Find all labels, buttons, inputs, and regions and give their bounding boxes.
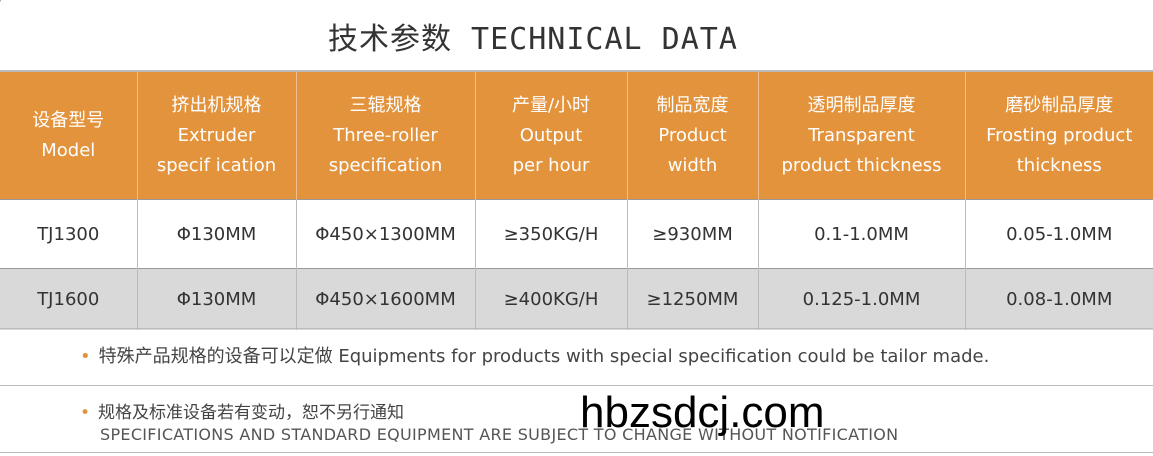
note-text-en: SPECIFICATIONS AND STANDARD EQUIPMENT AR…	[100, 425, 899, 444]
header-line-en1: Extruder	[177, 124, 256, 146]
bullet-icon: •	[80, 403, 91, 423]
table-cell: ≥400KG/H	[474, 268, 627, 330]
table-row: TJ1300 Φ130MM Φ450×1300MM ≥350KG/H ≥930MM 0.1…	[0, 199, 1153, 269]
header-line-en1: Output	[519, 124, 583, 146]
header-line-en2: thickness	[1016, 154, 1102, 176]
header-line-en2: specif ication	[156, 154, 277, 176]
header-line-en2: width	[667, 154, 718, 176]
table-cell: 0.08-1.0MM	[964, 268, 1153, 330]
header-line-cn: 制品宽度	[656, 94, 729, 116]
column-header: 制品宽度 Product width	[626, 70, 758, 200]
watermark: hbzsdcj.com	[580, 388, 825, 437]
table-cell: ≥930MM	[626, 199, 758, 269]
column-header: 磨砂制品厚度 Frosting product thickness	[964, 70, 1153, 200]
column-header: 产量/小时 Output per hour	[474, 70, 627, 200]
header-line-en1: Product	[658, 124, 727, 146]
note-change-notice: • 规格及标准设备若有变动，恕不另行通知 SPECIFICATIONS AND S…	[0, 385, 1153, 453]
page-title: 技术参数 TECHNICAL DATA	[328, 22, 738, 57]
table-cell: Φ450×1600MM	[295, 268, 475, 330]
table-cell: Φ450×1300MM	[295, 199, 475, 269]
table-cell: TJ1300	[0, 199, 137, 269]
table-cell: TJ1600	[0, 268, 137, 330]
note-text-cn: 规格及标准设备若有变动，恕不另行通知	[98, 403, 405, 423]
table-cell: Φ130MM	[136, 199, 296, 269]
column-header: 三辊规格 Three-roller specification	[295, 70, 475, 200]
header-line-en1: Model	[41, 139, 96, 161]
table-cell: Φ130MM	[136, 268, 296, 330]
table-row: TJ1600 Φ130MM Φ450×1600MM ≥400KG/H ≥1250MM 0.…	[0, 268, 1153, 330]
header-line-en2: per hour	[512, 154, 590, 176]
header-line-cn: 三辊规格	[349, 94, 422, 116]
note-custom-made: • 特殊产品规格的设备可以定做 Equipments for products w…	[0, 328, 1153, 384]
table-cell: 0.05-1.0MM	[964, 199, 1153, 269]
header-line-en2: product thickness	[781, 154, 942, 176]
note-text: 特殊产品规格的设备可以定做 Equipments for products wi…	[98, 346, 990, 367]
column-header: 挤出机规格 Extruder specif ication	[136, 70, 296, 200]
table-cell: 0.125-1.0MM	[757, 268, 965, 330]
column-header: 透明制品厚度 Transparent product thickness	[757, 70, 965, 200]
table-cell: ≥1250MM	[626, 268, 758, 330]
table-cell: ≥350KG/H	[474, 199, 627, 269]
bullet-icon: •	[80, 346, 91, 367]
header-line-cn: 设备型号	[32, 109, 105, 131]
header-line-en1: Transparent	[808, 124, 915, 146]
table-cell: 0.1-1.0MM	[757, 199, 965, 269]
header-line-cn: 挤出机规格	[171, 94, 262, 116]
header-line-en2: specification	[328, 154, 443, 176]
technical-data-table: 设备型号 Model 挤出机规格 Extruder specif ication 三辊规格…	[0, 70, 1153, 330]
header-line-cn: 产量/小时	[511, 94, 591, 116]
corner-decoration	[0, 0, 13, 22]
header-line-en1: Frosting product	[986, 124, 1133, 146]
column-header: 设备型号 Model	[0, 70, 137, 200]
header-line-cn: 磨砂制品厚度	[1005, 94, 1114, 116]
header-line-cn: 透明制品厚度	[807, 94, 916, 116]
header-line-en1: Three-roller	[333, 124, 438, 146]
